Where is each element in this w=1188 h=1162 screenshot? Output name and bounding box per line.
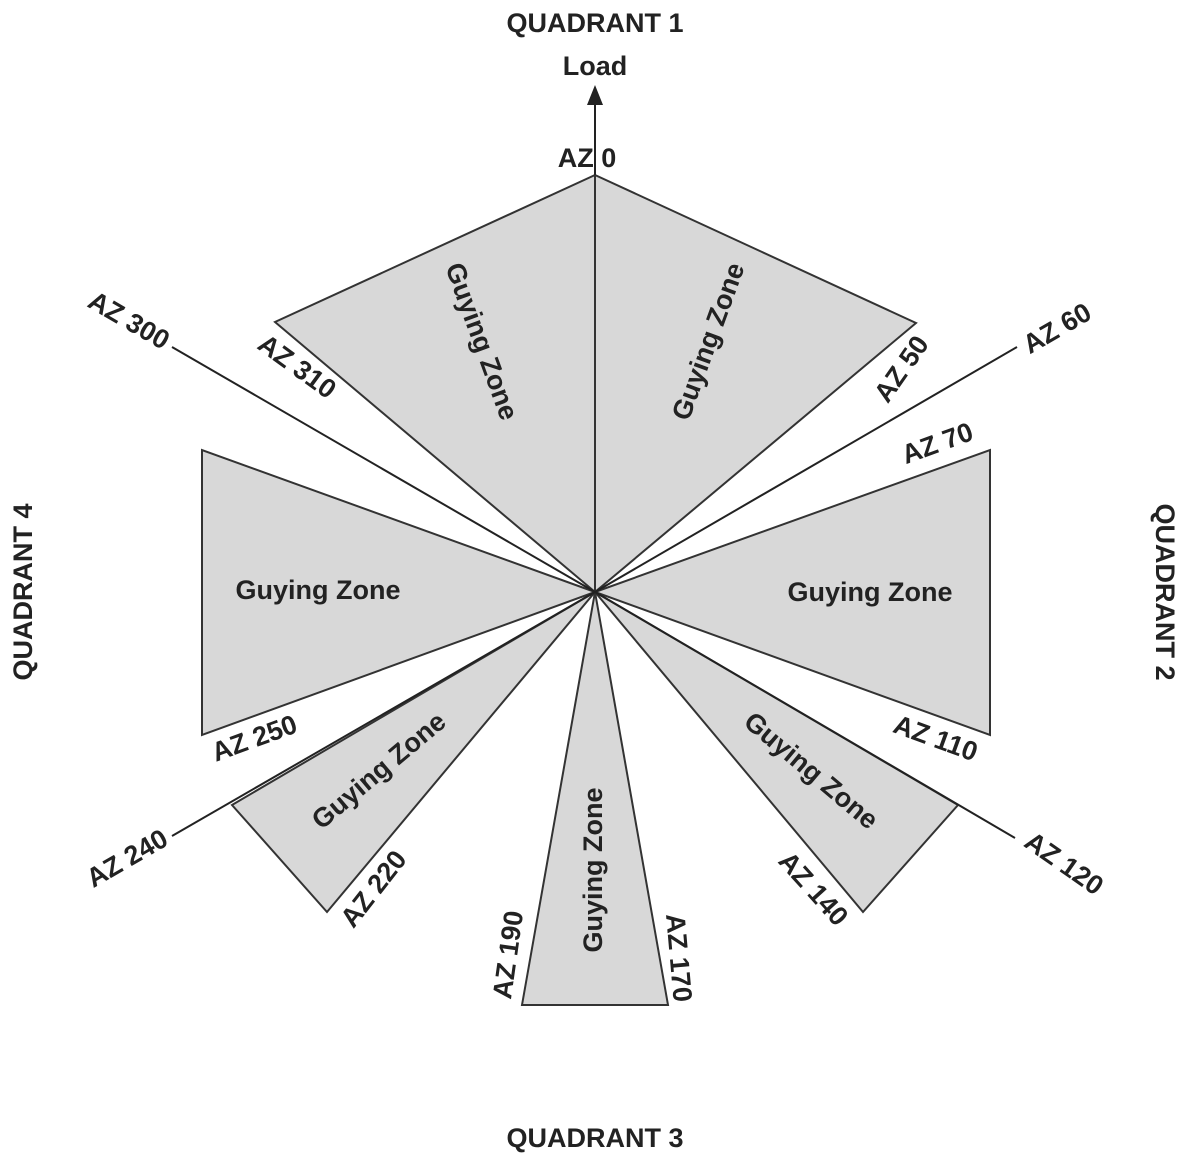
azimuth-label: AZ 60 — [1018, 297, 1097, 360]
zone-shape — [230, 591, 596, 914]
zone-label: Guying Zone — [788, 577, 953, 607]
azimuth-label: AZ 300 — [83, 285, 175, 355]
rays — [171, 85, 1018, 839]
load-label: Load — [563, 51, 628, 81]
ray — [594, 591, 1016, 839]
quadrant-label: QUADRANT 2 — [1150, 503, 1180, 680]
ray — [171, 591, 596, 837]
azimuth-label: AZ 0 — [558, 143, 617, 173]
zone-shape — [594, 173, 918, 595]
zone-shape — [520, 591, 670, 1006]
zone-shape — [592, 448, 991, 737]
azimuth-label: AZ 240 — [81, 823, 173, 893]
quadrant-label: QUADRANT 3 — [506, 1123, 683, 1153]
azimuth-label: AZ 120 — [1019, 826, 1109, 901]
ray — [594, 346, 1018, 593]
zone-label: Guying Zone — [236, 575, 401, 605]
zone-shape — [201, 448, 598, 737]
quadrant-label: QUADRANT 4 — [8, 503, 38, 680]
ray — [171, 346, 596, 593]
azimuth-label: AZ 190 — [487, 909, 529, 1001]
zone-label: Guying Zone — [578, 788, 608, 953]
quadrant-label: QUADRANT 1 — [506, 8, 683, 38]
zones — [201, 173, 991, 1006]
